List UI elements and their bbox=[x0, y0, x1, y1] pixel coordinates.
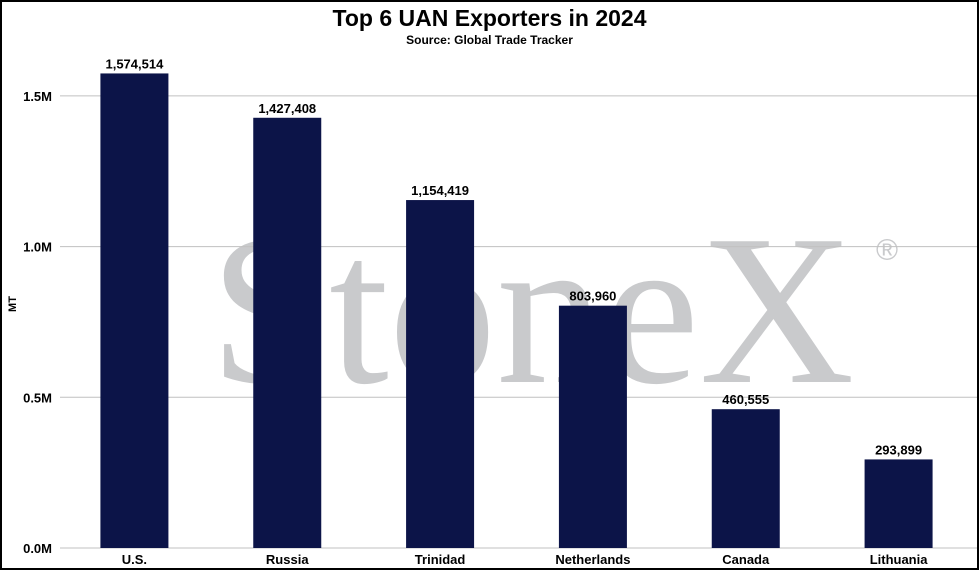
chart-title: Top 6 UAN Exporters in 2024 bbox=[332, 5, 647, 31]
y-tick-label: 1.0M bbox=[23, 240, 52, 255]
x-tick-label: Canada bbox=[722, 552, 770, 567]
y-axis-title: MT bbox=[7, 296, 19, 312]
bars bbox=[100, 73, 933, 549]
bar bbox=[406, 200, 475, 549]
bar bbox=[864, 459, 933, 548]
watermark-registered-mark: ® bbox=[876, 234, 898, 267]
data-label: 1,427,408 bbox=[258, 101, 316, 116]
y-tick-label: 0.5M bbox=[23, 390, 52, 405]
x-axis-ticks: U.S. Russia Trinidad Netherlands Canada Lithu… bbox=[122, 552, 928, 567]
bar bbox=[253, 117, 322, 548]
bar bbox=[558, 305, 627, 548]
data-label: 1,154,419 bbox=[411, 183, 469, 198]
bar bbox=[100, 73, 169, 549]
data-labels: 1,574,514 1,427,408 1,154,419 803,960 460,55… bbox=[105, 56, 922, 457]
x-tick-label: Russia bbox=[266, 552, 309, 567]
x-tick-label: U.S. bbox=[122, 552, 147, 567]
y-tick-label: 1.5M bbox=[23, 89, 52, 104]
data-label: 803,960 bbox=[569, 289, 616, 304]
x-tick-label: Trinidad bbox=[415, 552, 466, 567]
gridlines bbox=[60, 95, 977, 549]
x-tick-label: Lithuania bbox=[870, 552, 929, 567]
y-tick-label: 0.0M bbox=[23, 541, 52, 556]
data-label: 1,574,514 bbox=[105, 56, 164, 71]
y-axis-ticks: 0.0M 0.5M 1.0M 1.5M bbox=[23, 89, 52, 556]
x-tick-label: Netherlands bbox=[555, 552, 630, 567]
chart-subtitle: Source: Global Trade Tracker bbox=[406, 33, 573, 47]
bar bbox=[711, 409, 780, 548]
data-label: 293,899 bbox=[875, 442, 922, 457]
data-label: 460,555 bbox=[722, 392, 769, 407]
